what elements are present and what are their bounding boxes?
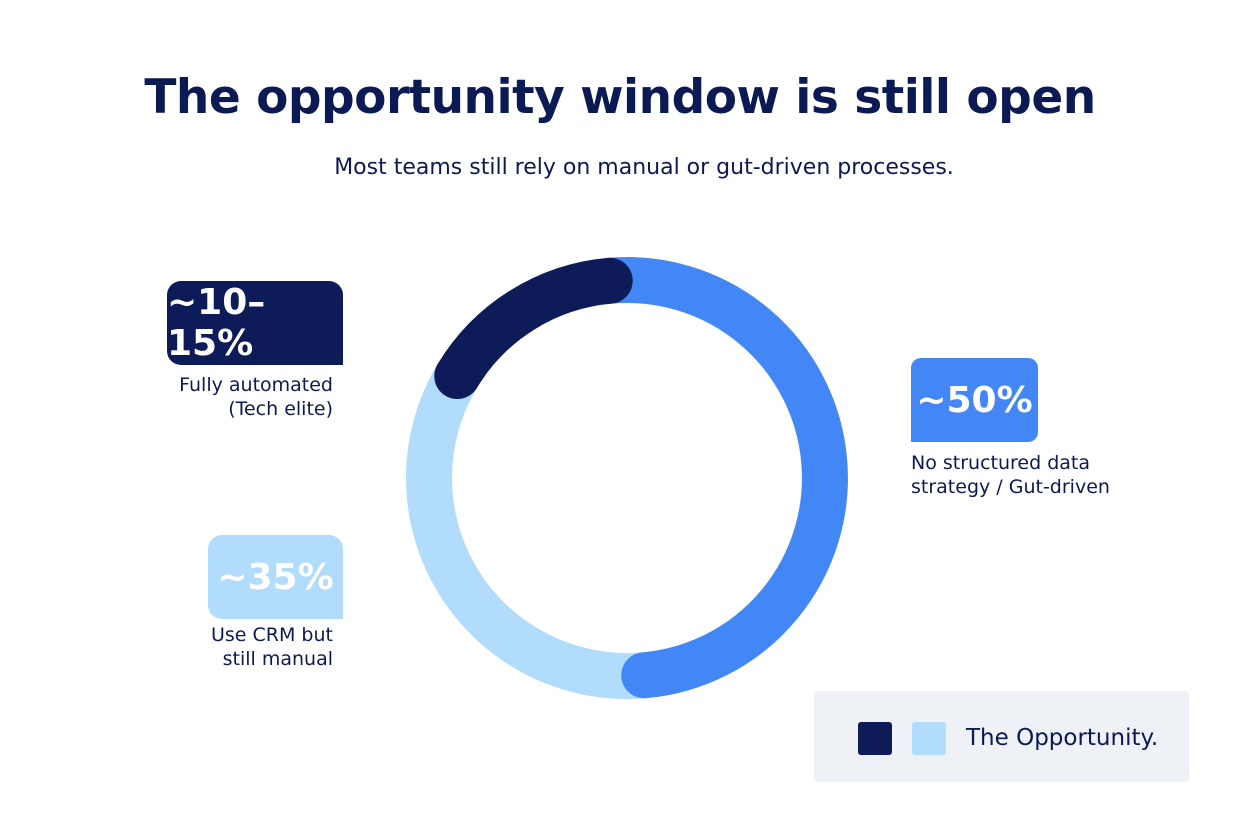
chart-title: The opportunity window is still open bbox=[144, 70, 1096, 125]
badge-crm-manual: ~35% bbox=[208, 535, 343, 619]
label-tech-elite-line-2: (Tech elite) bbox=[228, 398, 333, 420]
label-crm-manual-line-1: Use CRM but bbox=[211, 624, 333, 646]
label-gut-driven: No structured data strategy / Gut-driven bbox=[911, 451, 1171, 499]
badge-tech-elite: ~10–15% bbox=[167, 281, 343, 365]
donut-slice-tech-elite bbox=[434, 257, 633, 400]
label-tech-elite: Fully automated (Tech elite) bbox=[120, 373, 333, 421]
label-gut-driven-line-1: No structured data bbox=[911, 452, 1090, 474]
label-gut-driven-line-2: strategy / Gut-driven bbox=[911, 476, 1110, 498]
label-crm-manual-line-2: still manual bbox=[222, 648, 333, 670]
legend-swatch-dark bbox=[858, 722, 892, 755]
legend-swatch-light bbox=[912, 722, 946, 755]
chart-subtitle: Most teams still rely on manual or gut-d… bbox=[334, 155, 954, 180]
label-tech-elite-line-1: Fully automated bbox=[179, 374, 333, 396]
legend: The Opportunity. bbox=[814, 691, 1189, 782]
legend-label: The Opportunity. bbox=[966, 725, 1159, 751]
badge-gut-driven: ~50% bbox=[911, 358, 1038, 442]
donut-slice-gut-driven bbox=[586, 257, 848, 699]
donut-slice-crm-manual bbox=[406, 353, 668, 699]
label-crm-manual: Use CRM but still manual bbox=[120, 623, 333, 671]
